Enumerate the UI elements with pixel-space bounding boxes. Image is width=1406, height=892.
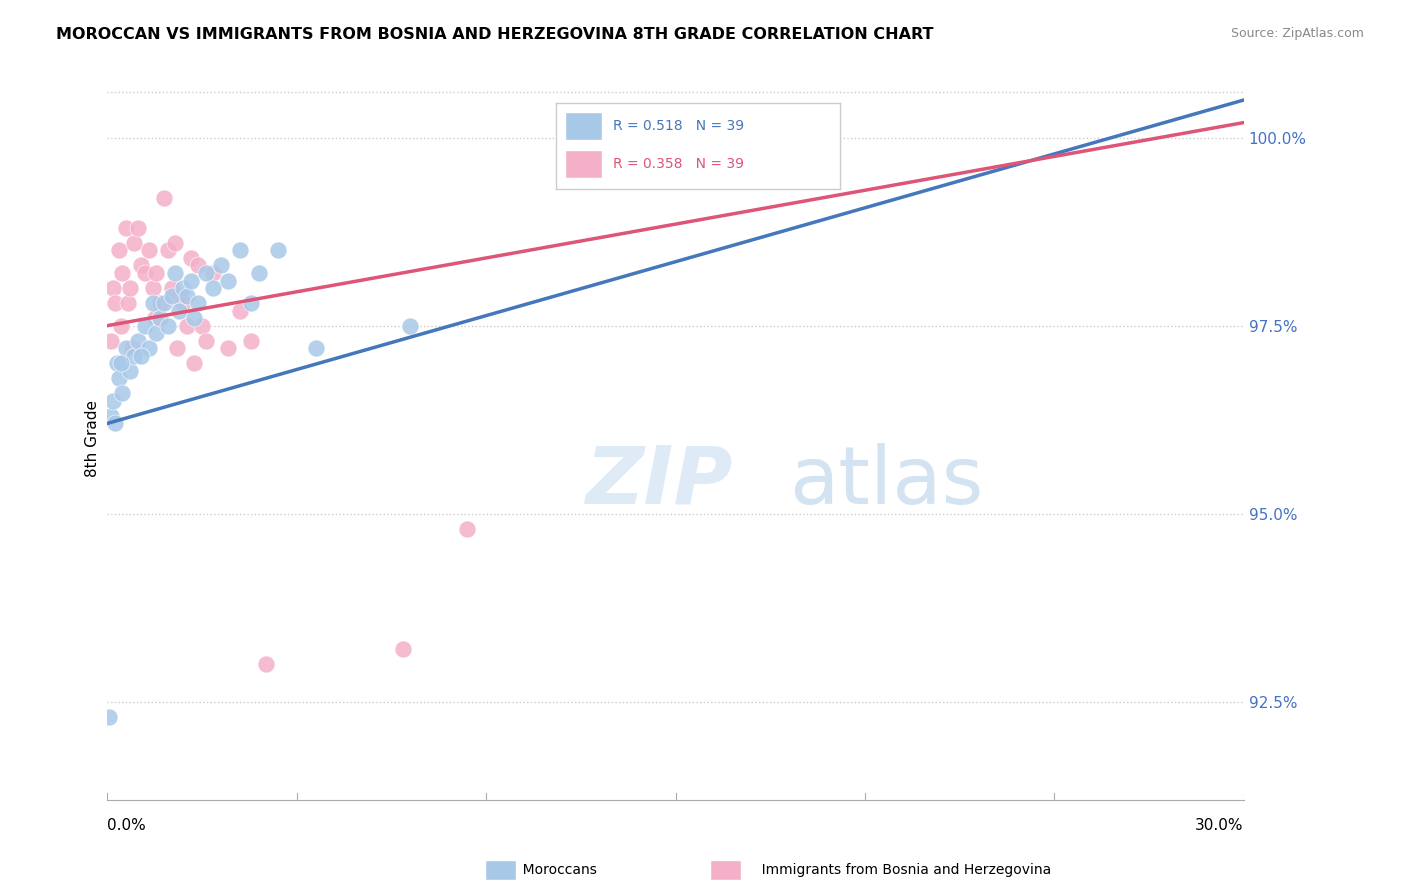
Point [134,266,156,280]
Point [138,244,160,258]
Point [122,235,145,250]
Point [101,281,124,295]
Point [209,259,232,273]
Point [229,303,252,318]
Point [166,341,188,355]
Point [142,296,165,310]
Point [167,303,190,318]
Point [172,296,194,310]
Point [217,273,239,287]
Point [115,220,138,235]
Text: ZIP: ZIP [585,442,733,521]
Text: 30.0%: 30.0% [1195,818,1244,833]
Y-axis label: 8th Grade: 8th Grade [86,400,100,477]
Point [107,244,129,258]
Point [194,266,217,280]
Point [180,251,202,265]
Point [105,356,128,370]
Point [122,349,145,363]
Point [267,244,290,258]
Point [183,356,205,370]
Point [187,296,209,310]
Text: Source: ZipAtlas.com: Source: ZipAtlas.com [1230,27,1364,40]
Point [156,318,179,333]
Point [127,220,149,235]
Point [110,318,132,333]
Point [167,288,190,302]
Point [180,273,202,287]
Point [149,311,172,326]
Point [145,326,167,341]
Point [142,281,165,295]
Point [145,266,167,280]
Point [115,341,138,355]
Point [143,311,166,326]
Point [176,288,198,302]
Point [127,334,149,348]
Point [98,710,121,724]
Point [153,296,176,310]
Point [183,311,205,326]
Point [645,108,668,122]
Point [100,409,122,423]
Point [217,341,239,355]
Point [202,281,225,295]
Point [100,334,122,348]
Point [165,266,187,280]
Point [172,281,194,295]
Point [240,334,263,348]
Point [138,341,160,355]
Point [149,296,172,310]
Point [118,281,141,295]
Point [176,318,198,333]
Point [165,235,187,250]
Point [254,657,277,672]
Point [247,266,270,280]
Text: Moroccans: Moroccans [492,863,598,877]
Point [391,642,413,657]
Point [121,341,143,355]
Point [101,393,124,408]
Point [134,318,156,333]
Point [160,288,183,302]
Point [153,191,176,205]
Point [117,296,139,310]
Point [187,259,209,273]
Point [194,334,217,348]
Text: atlas: atlas [789,442,984,521]
Point [156,244,179,258]
Point [160,281,183,295]
Point [191,318,214,333]
Text: Immigrants from Bosnia and Herzegovina: Immigrants from Bosnia and Herzegovina [731,863,1052,877]
Point [110,356,132,370]
Point [131,259,153,273]
Point [131,349,153,363]
Point [111,386,134,401]
Text: 0.0%: 0.0% [107,818,146,833]
Point [304,341,326,355]
Point [456,522,478,536]
Text: MOROCCAN VS IMMIGRANTS FROM BOSNIA AND HERZEGOVINA 8TH GRADE CORRELATION CHART: MOROCCAN VS IMMIGRANTS FROM BOSNIA AND H… [56,27,934,42]
Point [240,296,263,310]
Point [118,364,141,378]
Point [104,417,127,431]
Point [399,318,422,333]
Point [104,296,127,310]
Point [229,244,252,258]
Point [111,266,134,280]
Point [107,371,129,385]
Point [202,266,225,280]
